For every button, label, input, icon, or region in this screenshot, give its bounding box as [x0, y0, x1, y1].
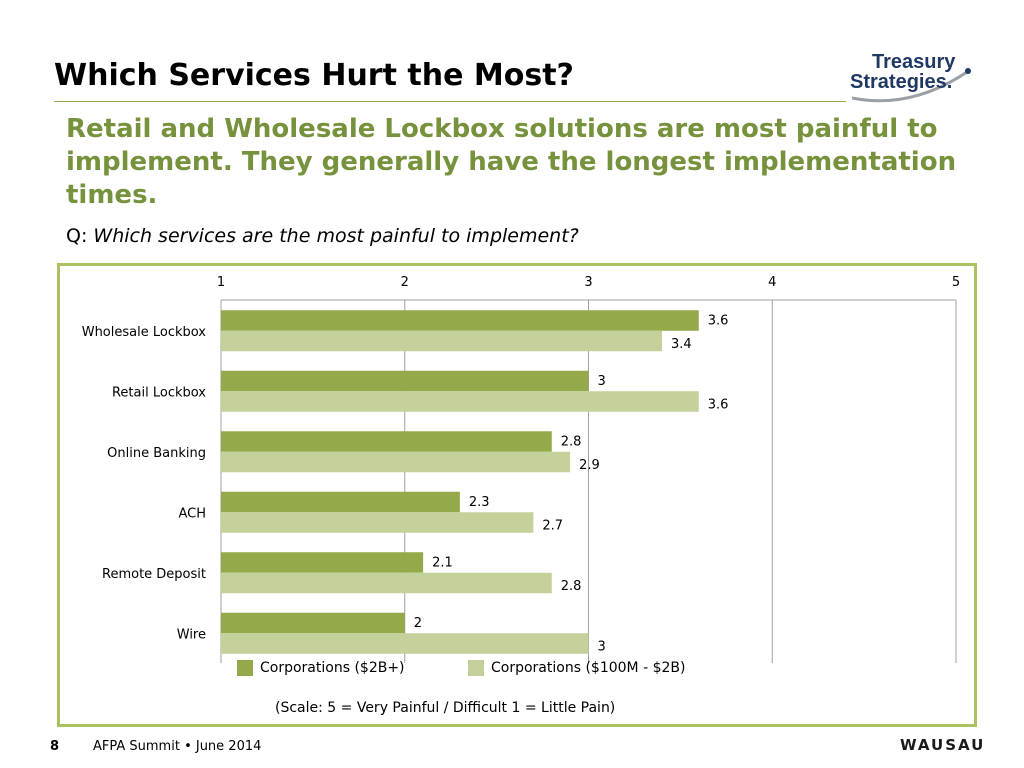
- title-divider: [54, 101, 846, 102]
- bar-series2-4: [221, 572, 552, 594]
- chart-frame: [57, 263, 977, 727]
- bar-series2-2: [221, 451, 571, 473]
- category-label: Wholesale Lockbox: [82, 325, 207, 340]
- x-tick-label-4: 4: [768, 275, 776, 290]
- data-label: 2.7: [542, 519, 563, 534]
- page-number: 8: [50, 739, 60, 754]
- question-line: Q: Which services are the most painful t…: [66, 225, 579, 247]
- data-label: 3: [598, 640, 606, 655]
- logo-text-line1: Treasury: [872, 51, 956, 73]
- data-label: 3.4: [671, 337, 692, 352]
- data-label: 2.8: [561, 579, 582, 594]
- legend-label-series2: Corporations ($100M - $2B): [491, 660, 686, 676]
- bar-series1-1: [221, 370, 589, 392]
- data-label: 2.9: [579, 458, 600, 473]
- bar-series1-5: [221, 612, 405, 634]
- wausau-logo: WAUSAU: [900, 736, 986, 754]
- data-label: 2: [414, 616, 422, 631]
- slide-subtitle: Retail and Wholesale Lockbox solutions a…: [66, 114, 957, 210]
- category-label: Online Banking: [107, 446, 206, 461]
- bar-series1-2: [221, 431, 552, 452]
- x-tick-label-5: 5: [952, 275, 960, 290]
- data-label: 3.6: [708, 398, 729, 413]
- legend-item-series1: Corporations ($2B+): [237, 660, 405, 676]
- category-label: Retail Lockbox: [112, 385, 206, 400]
- bar-series2-1: [221, 391, 699, 412]
- legend-item-series2: Corporations ($100M - $2B): [468, 660, 685, 676]
- data-label: 2.3: [469, 495, 490, 510]
- slide-title: Which Services Hurt the Most?: [54, 58, 574, 93]
- legend-swatch-series2: [468, 660, 484, 676]
- x-tick-label-2: 2: [401, 275, 409, 290]
- bar-series1-3: [221, 491, 460, 513]
- legend-swatch-series1: [237, 660, 253, 676]
- question-text: Which services are the most painful to i…: [93, 225, 579, 247]
- data-label: 2.8: [561, 435, 582, 450]
- bar-series2-0: [221, 330, 662, 352]
- x-tick-label-1: 1: [217, 275, 225, 290]
- footer-text: AFPA Summit • June 2014: [93, 739, 262, 754]
- category-label: Wire: [177, 627, 206, 642]
- bar-series2-5: [221, 633, 589, 654]
- category-label: ACH: [178, 506, 206, 521]
- x-tick-label-3: 3: [584, 275, 592, 290]
- data-label: 3.6: [708, 314, 729, 329]
- bar-series2-3: [221, 512, 534, 533]
- data-label: 2.1: [432, 556, 453, 571]
- bar-series1-0: [221, 310, 699, 331]
- data-label: 3: [598, 374, 606, 389]
- category-label: Remote Deposit: [102, 567, 206, 582]
- question-prefix: Q:: [66, 225, 88, 247]
- bar-series1-4: [221, 552, 424, 573]
- scale-note: (Scale: 5 = Very Painful / Difficult 1 =…: [275, 700, 616, 716]
- logo-text-line2: Strategies.: [850, 71, 952, 93]
- treasury-strategies-logo: Treasury Strategies.: [850, 51, 971, 103]
- legend-label-series1: Corporations ($2B+): [260, 660, 405, 676]
